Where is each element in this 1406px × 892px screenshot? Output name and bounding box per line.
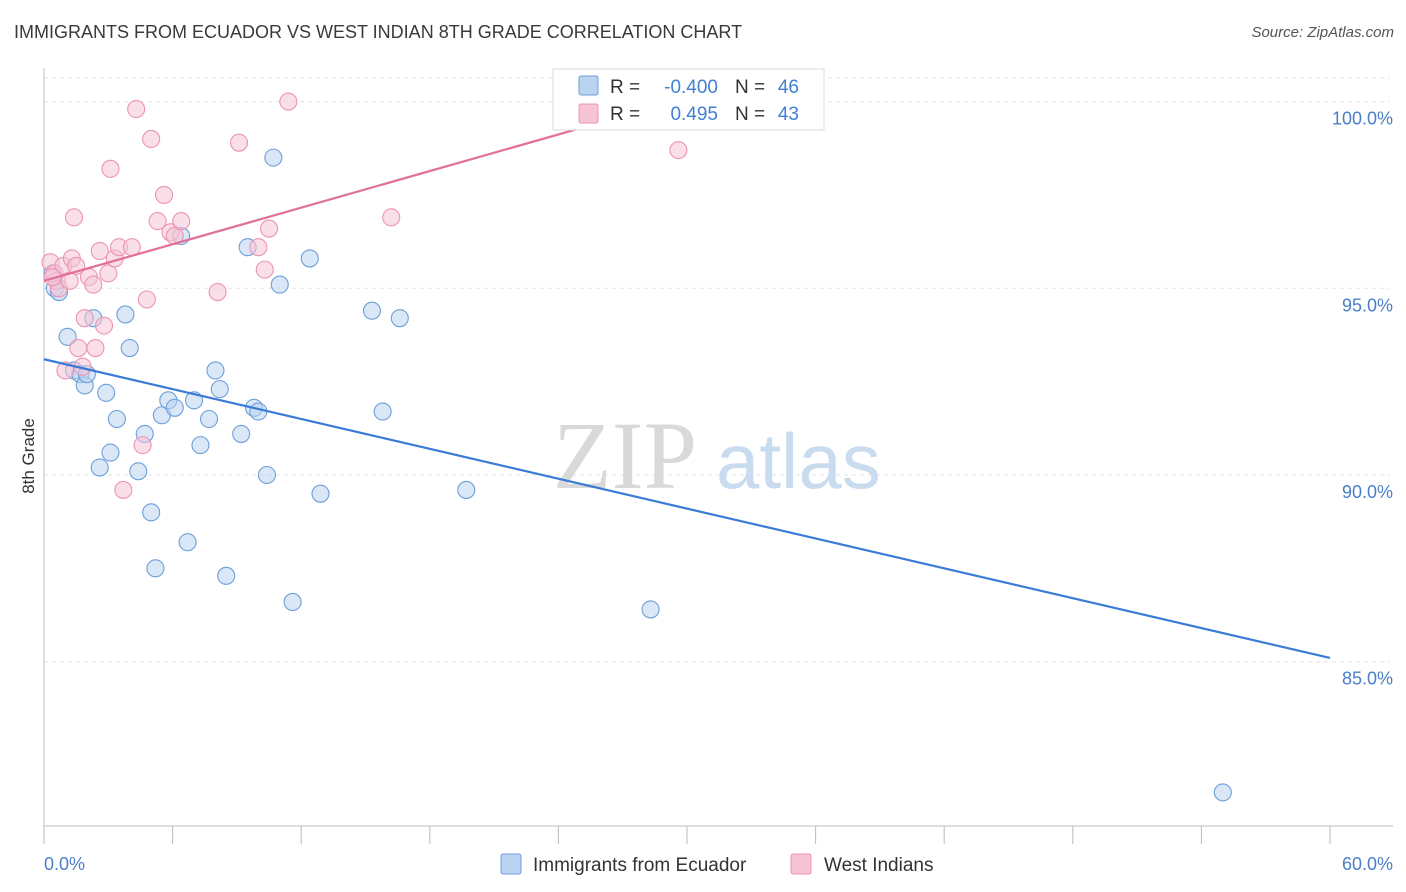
bottom-legend-label-ecuador: Immigrants from Ecuador bbox=[533, 855, 747, 876]
point-west-indians bbox=[148, 212, 167, 231]
point-ecuador bbox=[101, 443, 120, 462]
point-west-indians bbox=[208, 282, 227, 302]
y-tick-label: 90.0% bbox=[1342, 482, 1393, 502]
point-west-indians bbox=[229, 133, 249, 152]
legend-swatch-ecuador bbox=[578, 75, 599, 96]
point-west-indians bbox=[255, 260, 274, 279]
point-ecuador bbox=[217, 566, 236, 585]
point-ecuador bbox=[90, 458, 109, 477]
point-west-indians bbox=[382, 208, 401, 227]
point-ecuador bbox=[257, 465, 276, 485]
legend-r-value-ecuador: -0.400 bbox=[664, 77, 718, 98]
point-ecuador bbox=[300, 249, 319, 268]
axis-layer: 85.0% 90.0% 95.0% 100.0% 0.0% 60.0% bbox=[43, 68, 1393, 874]
point-west-indians bbox=[86, 338, 105, 358]
point-ecuador bbox=[178, 533, 197, 552]
point-west-indians bbox=[154, 185, 174, 205]
point-west-indians bbox=[101, 159, 120, 178]
point-ecuador bbox=[1213, 783, 1232, 802]
bottom-legend-label-west-indians: West Indians bbox=[824, 855, 933, 876]
legend-r-value-west-indians: 0.495 bbox=[670, 104, 718, 125]
point-ecuador bbox=[58, 327, 77, 346]
points-layer bbox=[41, 92, 1232, 802]
trendline-ecuador bbox=[43, 358, 1331, 660]
point-west-indians bbox=[75, 309, 94, 328]
point-ecuador bbox=[264, 148, 283, 167]
point-west-indians bbox=[90, 241, 109, 261]
legend-r-label-west-indians: R = bbox=[610, 104, 640, 125]
point-ecuador bbox=[232, 424, 251, 443]
point-west-indians bbox=[127, 100, 146, 119]
point-west-indians bbox=[142, 129, 161, 148]
y-tick-label: 85.0% bbox=[1342, 669, 1393, 689]
point-ecuador bbox=[146, 559, 165, 578]
chart-title: IMMIGRANTS FROM ECUADOR VS WEST INDIAN 8… bbox=[14, 22, 743, 42]
x-tick-label: 0.0% bbox=[44, 854, 85, 874]
point-west-indians bbox=[669, 141, 688, 160]
grid-layer bbox=[44, 77, 1390, 663]
point-ecuador bbox=[199, 409, 219, 429]
y-axis-label: 8th Grade bbox=[19, 418, 38, 494]
point-ecuador bbox=[142, 503, 161, 522]
point-ecuador bbox=[116, 305, 135, 324]
point-west-indians bbox=[60, 271, 79, 290]
point-west-indians bbox=[249, 238, 268, 257]
point-west-indians bbox=[94, 316, 114, 335]
chart-source: Source: ZipAtlas.com bbox=[1251, 24, 1394, 41]
point-ecuador bbox=[210, 380, 229, 399]
point-west-indians bbox=[114, 480, 133, 499]
point-ecuador bbox=[373, 402, 392, 421]
point-ecuador bbox=[283, 592, 302, 612]
point-ecuador bbox=[641, 600, 660, 619]
point-ecuador bbox=[362, 301, 381, 320]
point-west-indians bbox=[137, 290, 156, 309]
point-west-indians bbox=[64, 208, 84, 227]
legend-n-value-west-indians: 43 bbox=[778, 104, 799, 125]
x-tick-label: 60.0% bbox=[1342, 854, 1393, 874]
point-ecuador bbox=[390, 309, 409, 328]
point-west-indians bbox=[259, 219, 279, 238]
point-ecuador bbox=[107, 409, 126, 429]
point-ecuador bbox=[270, 275, 289, 294]
point-ecuador bbox=[129, 462, 148, 481]
legend-n-value-ecuador: 46 bbox=[778, 77, 799, 98]
point-ecuador bbox=[191, 436, 210, 455]
legend-swatch-west-indians bbox=[578, 103, 599, 124]
point-ecuador bbox=[311, 484, 330, 503]
watermark-atlas: atlas bbox=[716, 417, 881, 505]
legend: R = -0.400 N = 46 R = 0.495 N = 43 bbox=[552, 68, 825, 131]
legend-n-label-ecuador: N = bbox=[735, 77, 765, 98]
y-tick-label: 100.0% bbox=[1332, 109, 1393, 129]
bottom-legend-swatch-west-indians bbox=[790, 853, 812, 875]
bottom-legend: Immigrants from Ecuador West Indians bbox=[500, 853, 933, 876]
legend-n-label-west-indians: N = bbox=[735, 104, 765, 125]
point-ecuador bbox=[97, 383, 116, 402]
point-ecuador bbox=[165, 398, 184, 417]
trend-layer bbox=[43, 96, 1331, 660]
bottom-legend-swatch-ecuador bbox=[500, 853, 522, 875]
point-west-indians bbox=[279, 92, 298, 111]
point-west-indians bbox=[172, 212, 191, 231]
watermark-zip: ZIP bbox=[553, 402, 697, 509]
point-west-indians bbox=[84, 275, 103, 294]
point-ecuador bbox=[457, 480, 476, 499]
point-ecuador bbox=[206, 361, 225, 380]
y-tick-label: 95.0% bbox=[1342, 295, 1393, 315]
point-west-indians bbox=[69, 338, 88, 358]
point-ecuador bbox=[120, 338, 139, 358]
point-west-indians bbox=[99, 264, 118, 283]
point-west-indians bbox=[133, 436, 152, 455]
legend-r-label-ecuador: R = bbox=[610, 77, 640, 98]
watermark: ZIP atlas bbox=[553, 402, 881, 509]
